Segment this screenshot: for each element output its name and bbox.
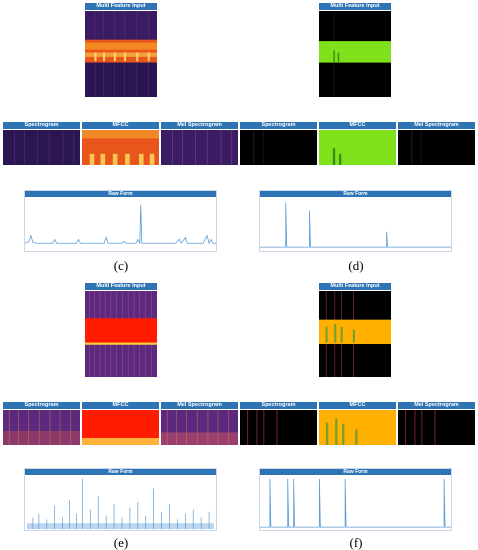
raw-form-title: Raw Form bbox=[25, 191, 216, 197]
raw-form-plot bbox=[260, 475, 451, 530]
multi-feature-title: Multi Feature Input bbox=[319, 283, 391, 290]
mfcc-title: MFCC bbox=[319, 122, 396, 129]
multi-feature-image bbox=[319, 291, 391, 377]
spectrogram-title: Spectrogram bbox=[3, 402, 80, 409]
mfcc-title: MFCC bbox=[319, 402, 396, 409]
panel-d-raw-form: Raw Form bbox=[259, 190, 452, 252]
caption-f: (f) bbox=[349, 535, 363, 550]
multi-feature-title: Multi Feature Input bbox=[85, 283, 157, 290]
multi-feature-title: Multi Feature Input bbox=[85, 3, 157, 10]
spectrogram-title: Spectrogram bbox=[3, 122, 80, 129]
spectrogram-image bbox=[240, 410, 317, 445]
mel-spectrogram-title: Mel Spectrogram bbox=[398, 122, 475, 129]
mel-spectrogram-image bbox=[161, 410, 238, 445]
panel-e-spectrogram: Spectrogram bbox=[3, 402, 80, 445]
multi-feature-image bbox=[85, 11, 157, 97]
raw-form-title: Raw Form bbox=[25, 469, 216, 475]
caption-c: (c) bbox=[113, 258, 129, 273]
panel-e-mel-spectrogram: Mel Spectrogram bbox=[161, 402, 238, 445]
panel-c-mel-spectrogram: Mel Spectrogram bbox=[161, 122, 238, 165]
mel-spectrogram-image bbox=[161, 130, 238, 165]
raw-form-title: Raw Form bbox=[260, 469, 451, 475]
mel-spectrogram-title: Mel Spectrogram bbox=[161, 122, 238, 129]
panel-c-mfcc: MFCC bbox=[82, 122, 159, 165]
multi-feature-image bbox=[319, 11, 391, 97]
mel-spectrogram-title: Mel Spectrogram bbox=[398, 402, 475, 409]
panel-c-spectrogram: Spectrogram bbox=[3, 122, 80, 165]
panel-f-spectrogram: Spectrogram bbox=[240, 402, 317, 445]
multi-feature-image bbox=[85, 291, 157, 377]
multi-feature-title: Multi Feature Input bbox=[319, 3, 391, 10]
panel-f-multi-feature-input: Multi Feature Input bbox=[319, 283, 391, 377]
spectrogram-image bbox=[3, 410, 80, 445]
panel-d-mfcc: MFCC bbox=[319, 122, 396, 165]
panel-f-mel-spectrogram: Mel Spectrogram bbox=[398, 402, 475, 445]
spectrogram-title: Spectrogram bbox=[240, 122, 317, 129]
panel-e-raw-form: Raw Form bbox=[24, 468, 217, 531]
mfcc-image bbox=[82, 410, 159, 445]
mel-spectrogram-title: Mel Spectrogram bbox=[161, 402, 238, 409]
mfcc-title: MFCC bbox=[82, 122, 159, 129]
raw-form-plot bbox=[25, 197, 216, 251]
mel-spectrogram-image bbox=[398, 130, 475, 165]
spectrogram-title: Spectrogram bbox=[240, 402, 317, 409]
caption-d: (d) bbox=[348, 258, 364, 273]
raw-form-plot bbox=[260, 197, 451, 251]
caption-e: (e) bbox=[113, 535, 129, 550]
panel-d-multi-feature-input: Multi Feature Input bbox=[319, 3, 391, 97]
raw-form-title: Raw Form bbox=[260, 191, 451, 197]
panel-e-mfcc: MFCC bbox=[82, 402, 159, 445]
spectrogram-image bbox=[240, 130, 317, 165]
raw-form-plot bbox=[25, 475, 216, 530]
panel-d-mel-spectrogram: Mel Spectrogram bbox=[398, 122, 475, 165]
panel-f-raw-form: Raw Form bbox=[259, 468, 452, 531]
mfcc-title: MFCC bbox=[82, 402, 159, 409]
mel-spectrogram-image bbox=[398, 410, 475, 445]
panel-d-spectrogram: Spectrogram bbox=[240, 122, 317, 165]
panel-e-multi-feature-input: Multi Feature Input bbox=[85, 283, 157, 377]
panel-f-mfcc: MFCC bbox=[319, 402, 396, 445]
panel-c-multi-feature-input: Multi Feature Input bbox=[85, 3, 157, 97]
mfcc-image bbox=[82, 130, 159, 165]
spectrogram-image bbox=[3, 130, 80, 165]
mfcc-image bbox=[319, 130, 396, 165]
mfcc-image bbox=[319, 410, 396, 445]
panel-c-raw-form: Raw Form bbox=[24, 190, 217, 252]
